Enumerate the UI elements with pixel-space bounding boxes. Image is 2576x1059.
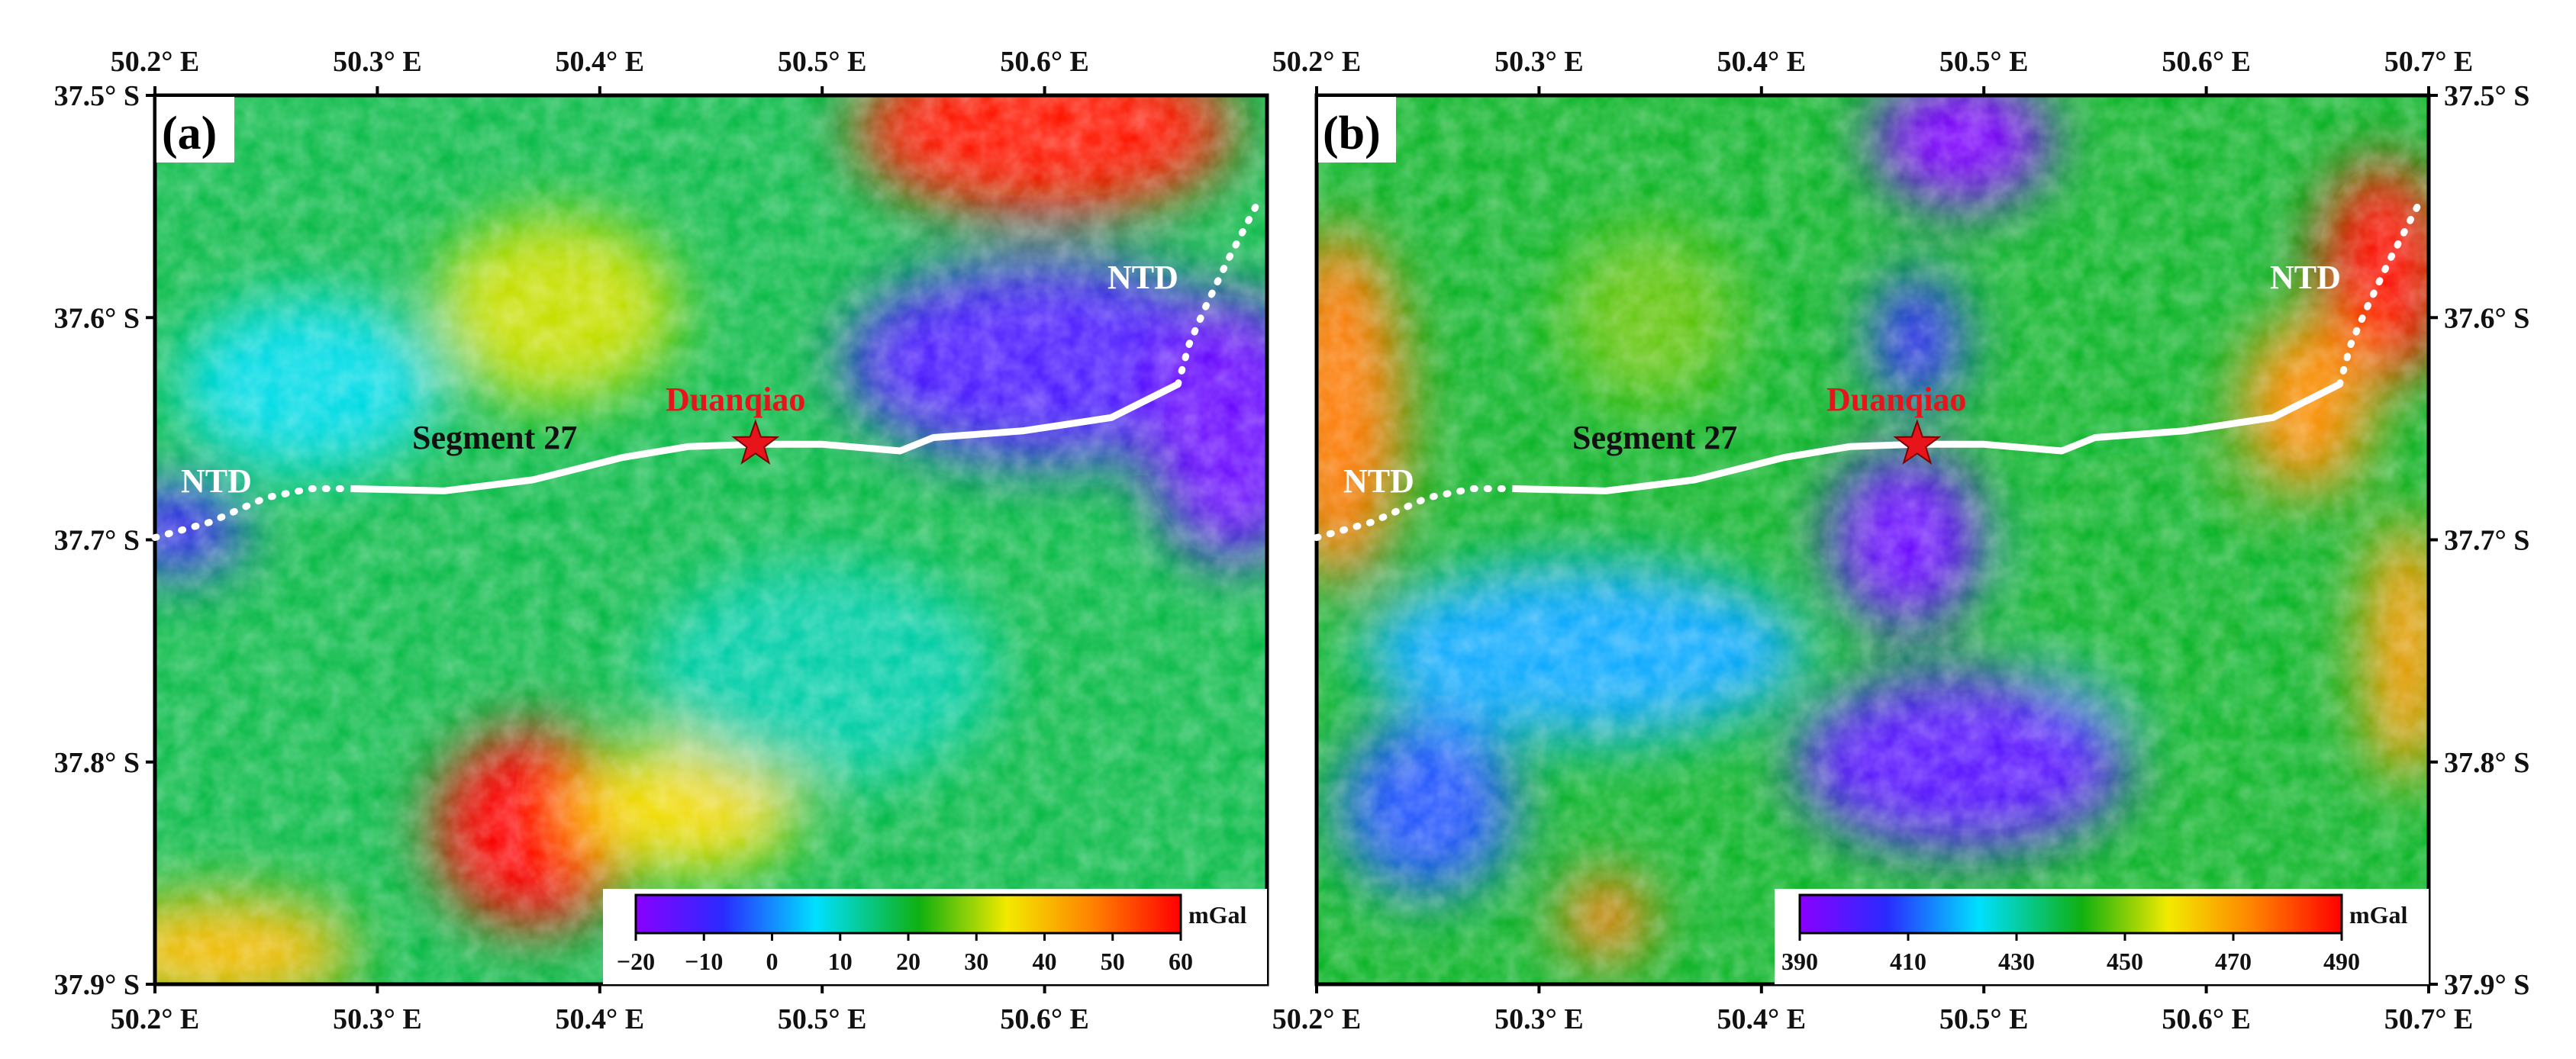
colorbar-tick-label: 450 — [2107, 948, 2143, 975]
lon-tick-label-bottom: 50.6° E — [1000, 1003, 1089, 1035]
colorbar-tick-label: −10 — [685, 948, 723, 975]
colorbar-tick-label: 30 — [964, 948, 988, 975]
lon-tick-label-top: 50.4° E — [1717, 46, 1807, 78]
lon-tick-label-bottom: 50.4° E — [556, 1003, 645, 1035]
lat-tick-label: 37.6° S — [2444, 302, 2529, 334]
panel-a-ticks: 50.2° E 50.3° E 50.4° E 50.5° E 50.6° E 50.2°… — [54, 46, 1089, 1035]
lon-tick-label-top: 50.7° E — [2384, 46, 2474, 78]
lat-tick-label: 37.8° S — [54, 747, 140, 779]
colorbar-b-unit: mGal — [2349, 901, 2408, 929]
panel-b-colorbar: mGal 390 410 430 450 470 490 — [1775, 889, 2429, 984]
colorbar-a-gradient — [634, 893, 1182, 935]
lon-tick-label-top: 50.3° E — [1494, 46, 1584, 78]
segment-27-fault-line — [1512, 381, 2342, 494]
lon-tick-label-top: 50.2° E — [1272, 46, 1362, 78]
epicenter-star-icon — [731, 419, 780, 465]
epicenter-star-icon — [1893, 419, 1942, 465]
panel-a-colorbar: mGal −20 −10 0 10 20 30 40 50 60 — [603, 889, 1267, 984]
lon-tick-label-top: 50.4° E — [556, 46, 645, 78]
ntd-east-dotted-line — [2336, 198, 2423, 388]
panel-a-label: (a) — [162, 108, 217, 159]
colorbar-tick-label: 410 — [1890, 948, 1926, 975]
colorbar-tick-label: −20 — [617, 948, 655, 975]
lat-tick-label: 37.5° S — [2444, 80, 2529, 112]
colorbar-b-gradient — [1798, 893, 2343, 935]
lon-tick-label-bottom: 50.3° E — [1494, 1003, 1584, 1035]
lon-tick-label-top: 50.3° E — [333, 46, 422, 78]
epicenter-label: Duanqiao — [666, 381, 805, 418]
segment-27-label: Segment 27 — [1572, 419, 1737, 456]
ntd-east-label: NTD — [2270, 259, 2341, 296]
colorbar-tick-label: 20 — [896, 948, 920, 975]
colorbar-b-ticks: 390 410 430 450 470 490 — [1781, 933, 2360, 975]
lon-tick-label-bottom: 50.4° E — [1717, 1003, 1807, 1035]
lon-tick-label-top: 50.6° E — [1000, 46, 1089, 78]
ntd-west-label: NTD — [181, 462, 252, 500]
panel-a-label-box — [156, 97, 234, 163]
lon-tick-label-bottom: 50.2° E — [1272, 1003, 1362, 1035]
ntd-west-dotted-line — [151, 485, 354, 542]
ntd-west-label: NTD — [1343, 462, 1414, 500]
colorbar-tick-label: 60 — [1169, 948, 1193, 975]
lat-tick-label: 37.9° S — [54, 969, 140, 1001]
lon-tick-label-bottom: 50.6° E — [2162, 1003, 2251, 1035]
panel-b-relief-shading — [1317, 95, 2429, 984]
colorbar-tick-label: 470 — [2215, 948, 2252, 975]
ntd-east-dotted-line — [1174, 198, 1262, 388]
lon-tick-label-bottom: 50.2° E — [111, 1003, 200, 1035]
panel-b: 50.2° E 50.3° E 50.4° E 50.5° E 50.6° E 50.7°… — [1272, 46, 2530, 1035]
colorbar-a-unit: mGal — [1188, 901, 1247, 929]
lon-tick-label-top: 50.5° E — [1939, 46, 2029, 78]
colorbar-tick-label: 390 — [1781, 948, 1818, 975]
panel-b-label-box — [1318, 97, 1396, 163]
epicenter-label: Duanqiao — [1826, 381, 1966, 418]
colorbar-tick-label: 490 — [2323, 948, 2360, 975]
lon-tick-label-top: 50.6° E — [2162, 46, 2251, 78]
colorbar-tick-label: 10 — [828, 948, 853, 975]
colorbar-tick-label: 40 — [1033, 948, 1057, 975]
lon-tick-label-bottom: 50.5° E — [1939, 1003, 2029, 1035]
colorbar-tick-label: 0 — [766, 948, 779, 975]
segment-27-fault-line — [350, 381, 1180, 494]
lat-tick-label: 37.7° S — [54, 525, 140, 557]
ntd-west-dotted-line — [1313, 485, 1516, 542]
ntd-east-label: NTD — [1107, 259, 1178, 296]
lon-tick-label-bottom: 50.3° E — [333, 1003, 422, 1035]
lon-tick-label-bottom: 50.5° E — [778, 1003, 867, 1035]
panel-a-relief-shading — [155, 95, 1267, 984]
panel-b-ticks: 50.2° E 50.3° E 50.4° E 50.5° E 50.6° E 50.7°… — [1272, 46, 2530, 1035]
colorbar-a-ticks: −20 −10 0 10 20 30 40 50 60 — [617, 933, 1193, 975]
segment-27-label: Segment 27 — [412, 419, 577, 456]
lat-tick-label: 37.7° S — [2444, 525, 2529, 557]
lon-tick-label-top: 50.5° E — [778, 46, 867, 78]
colorbar-tick-label: 50 — [1101, 948, 1125, 975]
colorbar-tick-label: 430 — [1998, 948, 2035, 975]
panel-a: 50.2° E 50.3° E 50.4° E 50.5° E 50.6° E 50.2°… — [54, 46, 1269, 1035]
lat-tick-label: 37.9° S — [2444, 969, 2529, 1001]
lat-tick-label: 37.8° S — [2444, 747, 2529, 779]
lon-tick-label-bottom: 50.7° E — [2384, 1003, 2474, 1035]
lat-tick-label: 37.5° S — [54, 80, 140, 112]
lon-tick-label-top: 50.2° E — [111, 46, 200, 78]
lat-tick-label: 37.6° S — [54, 302, 140, 334]
panel-b-label: (b) — [1323, 108, 1381, 159]
